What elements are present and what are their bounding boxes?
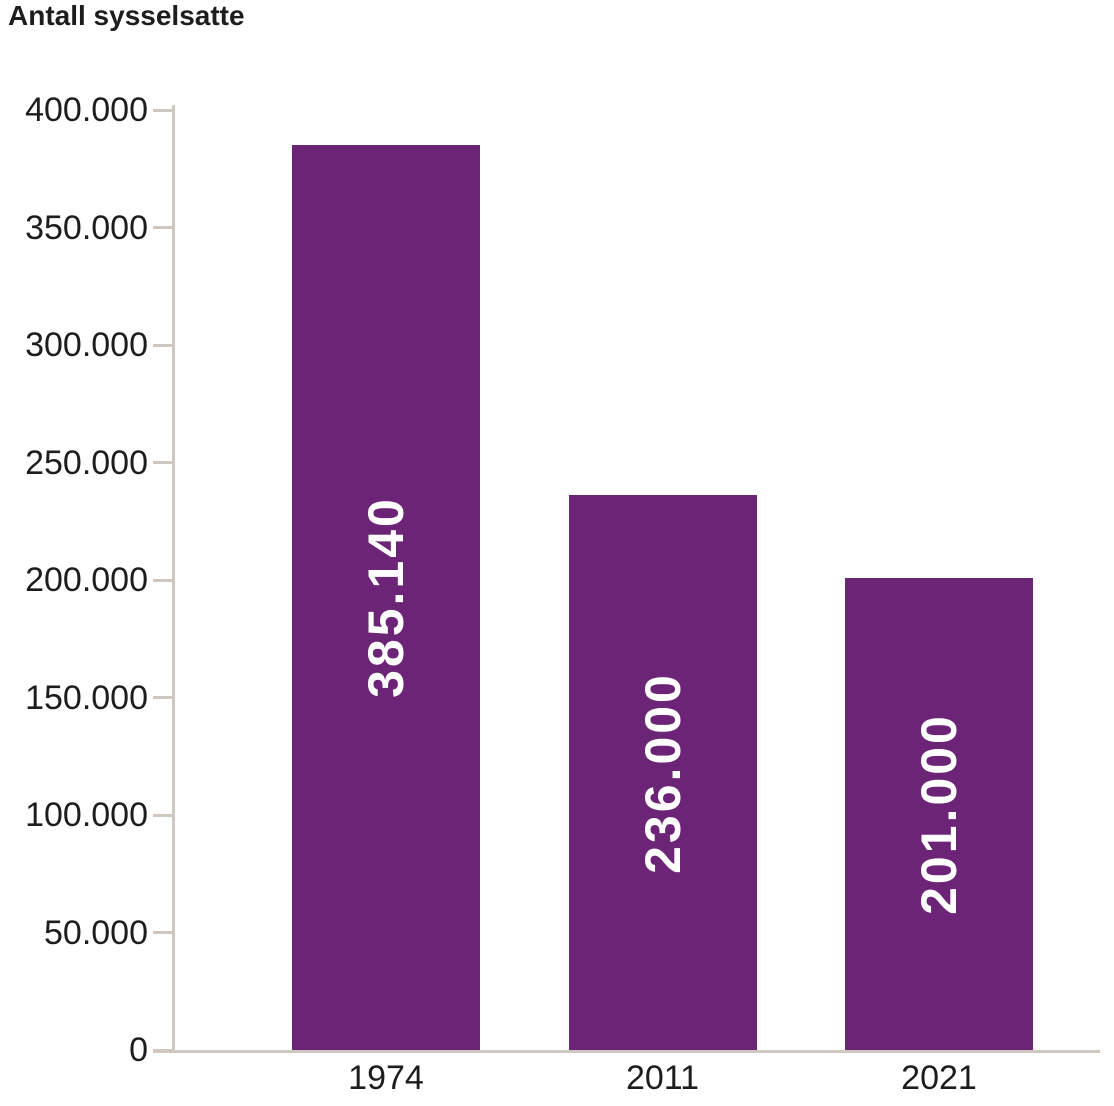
y-tick-mark bbox=[153, 813, 175, 817]
y-tick-label: 350.000 bbox=[25, 208, 148, 247]
y-tick-label: 50.000 bbox=[44, 913, 148, 952]
y-tick-mark bbox=[153, 108, 175, 112]
bar-value-label: 385.140 bbox=[358, 496, 414, 699]
x-tick-label: 2011 bbox=[625, 1059, 700, 1097]
y-tick-mark bbox=[153, 226, 175, 229]
bar-value-label: 236.000 bbox=[634, 671, 691, 874]
y-tick-mark bbox=[153, 461, 175, 464]
x-axis-line bbox=[153, 1050, 1100, 1053]
bar-1974 bbox=[292, 144, 480, 1050]
y-tick-mark bbox=[153, 931, 175, 934]
bar-value-label: 201.000 bbox=[911, 712, 967, 915]
y-axis-line bbox=[172, 105, 175, 1052]
y-tick-label: 0 bbox=[129, 1031, 148, 1069]
y-tick-label: 150.000 bbox=[25, 678, 148, 717]
bar-2011 bbox=[568, 495, 757, 1050]
y-tick-label: 100.000 bbox=[25, 796, 148, 834]
chart-title: Antall sysselsatte bbox=[8, 0, 245, 31]
x-tick-label: 2021 bbox=[901, 1059, 977, 1097]
y-tick-label: 250.000 bbox=[25, 443, 148, 482]
y-tick-label: 300.000 bbox=[25, 326, 148, 364]
y-tick-label: 400.000 bbox=[25, 91, 148, 129]
y-tick-mark bbox=[153, 578, 175, 582]
y-tick-mark bbox=[153, 696, 175, 699]
x-tick-label: 1974 bbox=[348, 1059, 424, 1097]
y-tick-mark bbox=[153, 343, 175, 347]
y-tick-label: 200.000 bbox=[25, 561, 148, 599]
bar-2021 bbox=[845, 577, 1033, 1050]
